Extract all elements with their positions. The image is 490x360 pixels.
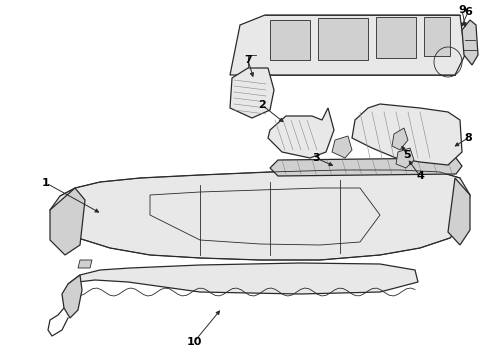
Text: 2: 2: [258, 100, 266, 110]
Polygon shape: [62, 275, 82, 318]
Text: 6: 6: [464, 7, 472, 17]
Polygon shape: [352, 104, 462, 165]
Polygon shape: [230, 68, 274, 118]
Text: 10: 10: [186, 337, 202, 347]
Polygon shape: [392, 128, 408, 150]
Text: 9: 9: [458, 5, 466, 15]
Polygon shape: [270, 20, 310, 60]
Polygon shape: [438, 130, 460, 162]
Polygon shape: [50, 188, 85, 255]
Text: 7: 7: [244, 55, 252, 65]
Polygon shape: [424, 17, 450, 56]
Polygon shape: [332, 136, 352, 158]
Polygon shape: [270, 158, 462, 176]
Polygon shape: [376, 17, 416, 58]
Polygon shape: [462, 20, 478, 65]
Polygon shape: [268, 108, 334, 158]
Text: 8: 8: [464, 133, 472, 143]
Polygon shape: [68, 263, 418, 294]
Polygon shape: [396, 148, 414, 168]
Polygon shape: [78, 260, 92, 268]
Polygon shape: [318, 18, 368, 60]
Polygon shape: [230, 15, 465, 75]
Polygon shape: [448, 178, 470, 245]
Text: 4: 4: [416, 171, 424, 181]
Polygon shape: [50, 170, 470, 260]
Text: 3: 3: [312, 153, 320, 163]
Text: 1: 1: [42, 178, 50, 188]
Text: 5: 5: [403, 150, 411, 160]
